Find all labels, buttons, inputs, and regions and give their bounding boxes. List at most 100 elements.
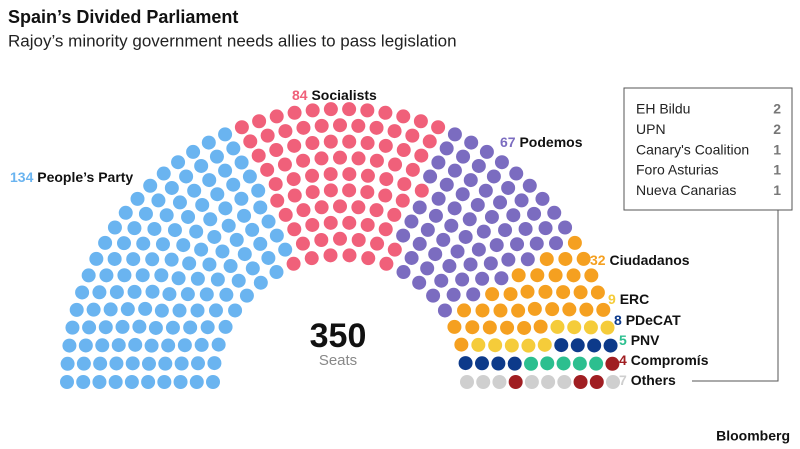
seat [237,247,252,262]
seat [556,356,571,371]
seat [387,124,402,139]
party-name: PNV [631,332,660,348]
seat [446,287,461,302]
seat [268,177,283,192]
seat [218,319,233,334]
seat [223,259,238,274]
seat [397,177,412,192]
seat [218,163,233,178]
seat [287,222,302,237]
seat [567,320,582,335]
others-party-seats: 2 [773,121,781,137]
seat [471,242,486,257]
seat [181,209,196,224]
seat [92,375,107,389]
seat [179,169,194,184]
seat [557,375,572,389]
seat [431,120,446,135]
seat [305,168,320,183]
seat [521,338,536,353]
seat [305,103,320,118]
seat [165,320,180,335]
seat [412,275,427,290]
seat [107,220,122,235]
seat [547,205,562,220]
seat [141,375,156,389]
seat [422,134,437,149]
seat [351,151,366,166]
seat [539,252,554,267]
seat [361,251,376,266]
seat [156,166,171,181]
seat [253,200,268,215]
seat [145,252,160,267]
seat [501,252,516,267]
seat [492,375,507,389]
seat [180,287,195,302]
seat [498,223,513,238]
party-label: 32 Ciudadanos [590,252,690,268]
seat [471,337,486,352]
seat [558,220,573,235]
seat [550,319,565,334]
seat [342,183,357,198]
seat [93,356,108,371]
seat [172,195,187,210]
seat [103,302,118,317]
seat [186,144,201,159]
seat [589,356,604,371]
seat [464,135,479,150]
seat [478,183,493,198]
seat [89,251,104,266]
seat [323,102,338,117]
seat [566,268,581,283]
seat [287,138,302,153]
seat [261,214,276,229]
seat [426,288,441,303]
seat [242,169,257,184]
seat [182,256,197,271]
seat [342,248,357,263]
seat [342,134,357,149]
seat [145,284,160,299]
party-label: 9 ERC [608,291,649,307]
seat [239,288,254,303]
seat [369,153,384,168]
seat [370,236,385,251]
seat [211,337,226,352]
seat [118,205,133,220]
party-label: 5 PNV [619,332,660,348]
seat [62,338,77,353]
seat [360,168,375,183]
seat [86,302,101,317]
seat [541,375,556,389]
seat [333,199,347,214]
seat [360,185,375,200]
seat [489,238,504,253]
seat [396,143,411,158]
seat [154,303,169,318]
seat [587,338,602,353]
seat [323,183,338,198]
seat [486,169,501,184]
seat [206,375,220,389]
seat [579,302,594,317]
party-name: PDeCAT [626,312,681,328]
seat [342,167,357,182]
seat [269,228,284,243]
seat [378,105,393,120]
seat [151,193,166,208]
seat [538,221,553,236]
seat [128,337,143,352]
seat [261,250,276,265]
party-seats: 7 [619,372,627,388]
seat [444,218,459,233]
seat [107,251,122,266]
seat [583,320,598,335]
seat [209,149,224,164]
seat [234,155,249,170]
seat [270,193,285,208]
seat [155,237,170,252]
seat [351,233,366,248]
